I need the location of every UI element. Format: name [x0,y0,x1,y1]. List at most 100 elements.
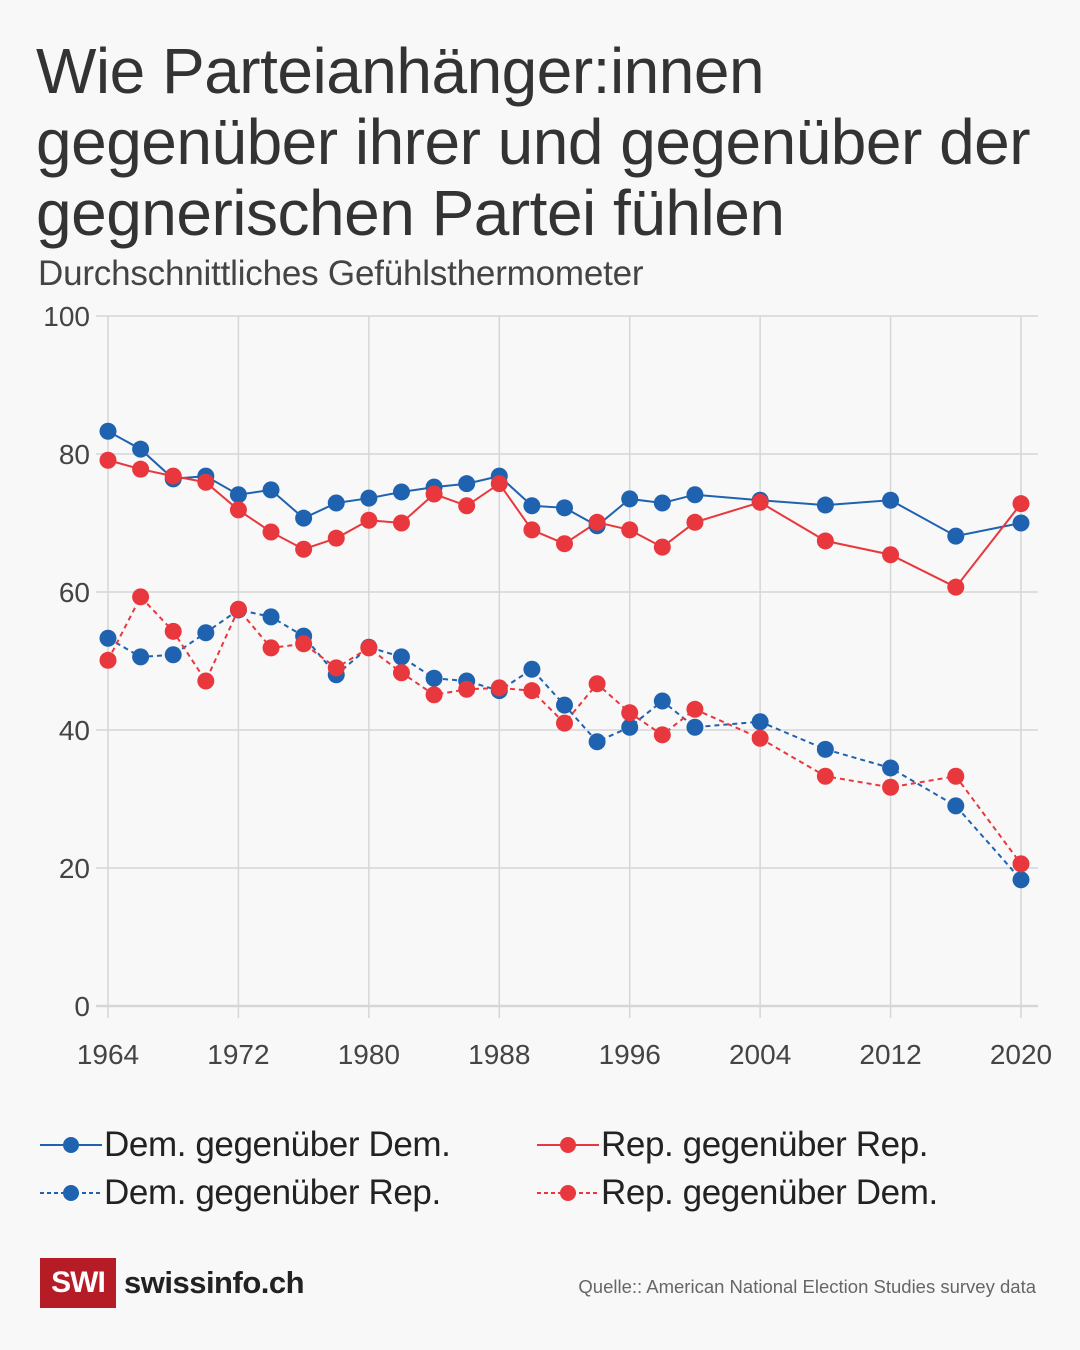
data-point-rep-gegenüber-rep [882,546,900,564]
x-tick-label: 1964 [77,1039,139,1070]
swi-logo-text: swissinfo.ch [124,1265,305,1300]
swissinfo-logo[interactable]: SWI swissinfo.ch [40,1258,305,1308]
data-point-dem-gegenüber-rep [425,669,443,687]
series-line-rep-gegenüber-dem [107,595,1022,865]
chart-title: Wie Parteianhänger:innen gegenüber ihrer… [36,35,1031,249]
data-point-dem-gegenüber-rep [164,646,182,664]
y-tick-label: 80 [59,439,90,470]
data-point-rep-gegenüber-dem [653,726,671,744]
data-point-dem-gegenüber-rep [882,759,900,777]
data-point-rep-gegenüber-rep [262,523,280,541]
data-point-dem-gegenüber-dem [132,440,150,458]
data-point-rep-gegenüber-rep [686,513,704,531]
data-point-dem-gegenüber-dem [947,527,965,545]
x-tick-label: 1972 [207,1039,269,1070]
data-point-rep-gegenüber-dem [262,639,280,657]
data-point-dem-gegenüber-rep [197,624,215,642]
data-point-rep-gegenüber-dem [490,679,508,697]
data-point-rep-gegenüber-dem [523,682,541,700]
data-point-dem-gegenüber-rep [686,718,704,736]
data-point-rep-gegenüber-rep [99,451,117,469]
legend-marker-solid-blue [40,1137,102,1153]
legend-label: Rep. gegenüber Dem. [601,1173,938,1212]
legend: Dem. gegenüber Dem. Rep. gegenüber Rep. … [40,1122,1060,1216]
data-point-dem-gegenüber-rep [1012,871,1030,889]
data-point-rep-gegenüber-dem [99,651,117,669]
data-point-dem-gegenüber-rep [132,648,150,666]
data-point-dem-gegenüber-dem [229,486,247,504]
swi-logo-box: SWI [40,1258,116,1308]
data-point-rep-gegenüber-dem [751,729,769,747]
data-point-dem-gegenüber-dem [523,497,541,515]
data-point-dem-gegenüber-rep [947,797,965,815]
line-chart: 0 20 40 60 80 100 1964 1972 1980 1988 1996 2004 201… [43,301,1052,1070]
data-point-rep-gegenüber-rep [588,513,606,531]
x-tick-label: 2004 [729,1039,791,1070]
data-point-rep-gegenüber-rep [653,538,671,556]
data-point-rep-gegenüber-dem [132,588,150,606]
legend-item-dem-dem: Dem. gegenüber Dem. [40,1122,537,1168]
legend-label: Dem. gegenüber Dem. [104,1125,451,1164]
data-point-rep-gegenüber-rep [164,467,182,485]
data-point-rep-gegenüber-dem [327,659,345,677]
data-point-dem-gegenüber-dem [360,489,378,507]
source-note: Quelle:: American National Election Stud… [578,1276,1036,1297]
data-point-rep-gegenüber-dem [164,622,182,640]
data-point-rep-gegenüber-rep [197,473,215,491]
data-point-dem-gegenüber-dem [99,422,117,440]
y-tick-label: 40 [59,715,90,746]
data-point-dem-gegenüber-dem [392,483,410,501]
data-point-dem-gegenüber-dem [882,491,900,509]
data-point-rep-gegenüber-rep [327,529,345,547]
data-point-rep-gegenüber-dem [392,664,410,682]
y-axis-ticks: 0 20 40 60 80 100 [43,301,90,1022]
data-point-dem-gegenüber-rep [588,733,606,751]
x-tick-label: 1988 [468,1039,530,1070]
legend-label: Rep. gegenüber Rep. [601,1125,929,1164]
data-point-rep-gegenüber-rep [1012,495,1030,513]
data-point-rep-gegenüber-dem [556,714,573,732]
data-point-rep-gegenüber-rep [621,521,639,539]
data-point-rep-gegenüber-rep [458,497,476,515]
data-point-rep-gegenüber-dem [229,600,247,618]
data-point-rep-gegenüber-dem [425,686,443,704]
data-point-rep-gegenüber-dem [458,680,476,698]
data-point-rep-gegenüber-rep [490,475,508,493]
data-point-rep-gegenüber-dem [882,778,900,796]
data-point-rep-gegenüber-rep [751,493,769,511]
x-tick-label: 2020 [990,1039,1052,1070]
data-point-rep-gegenüber-dem [295,635,313,653]
data-point-dem-gegenüber-dem [686,486,704,504]
series-line-dem-gegenüber-rep [107,608,1022,881]
data-point-rep-gegenüber-dem [686,700,704,718]
legend-label: Dem. gegenüber Rep. [104,1173,441,1212]
data-point-dem-gegenüber-rep [653,692,671,710]
x-tick-label: 2012 [859,1039,921,1070]
data-point-rep-gegenüber-dem [360,639,378,657]
data-point-rep-gegenüber-dem [588,675,606,693]
series-line-dem-gegenüber-dem [107,430,1022,538]
legend-item-rep-rep: Rep. gegenüber Rep. [537,1122,1037,1168]
data-point-rep-gegenüber-rep [425,485,443,503]
series-line-rep-gegenüber-rep [107,459,1022,589]
data-point-rep-gegenüber-rep [556,535,573,553]
y-tick-label: 100 [43,301,90,332]
legend-marker-dashed-blue [40,1185,102,1201]
data-point-dem-gegenüber-dem [1012,514,1030,532]
data-point-dem-gegenüber-dem [653,494,671,512]
data-point-dem-gegenüber-dem [816,496,834,514]
x-tick-label: 1980 [338,1039,400,1070]
data-point-rep-gegenüber-rep [132,460,150,478]
x-tick-label: 1996 [599,1039,661,1070]
data-point-rep-gegenüber-rep [295,540,313,558]
chart-subtitle: Durchschnittliches Gefühlsthermometer [38,254,644,293]
data-point-dem-gegenüber-rep [262,608,280,626]
data-point-dem-gegenüber-dem [621,490,639,508]
data-point-dem-gegenüber-rep [523,660,541,678]
data-point-rep-gegenüber-rep [360,511,378,529]
gridlines [96,315,1038,1018]
data-point-rep-gegenüber-rep [947,578,965,596]
legend-item-rep-dem: Rep. gegenüber Dem. [537,1170,1037,1216]
legend-marker-dashed-red [537,1185,599,1201]
data-point-rep-gegenüber-rep [816,532,834,550]
